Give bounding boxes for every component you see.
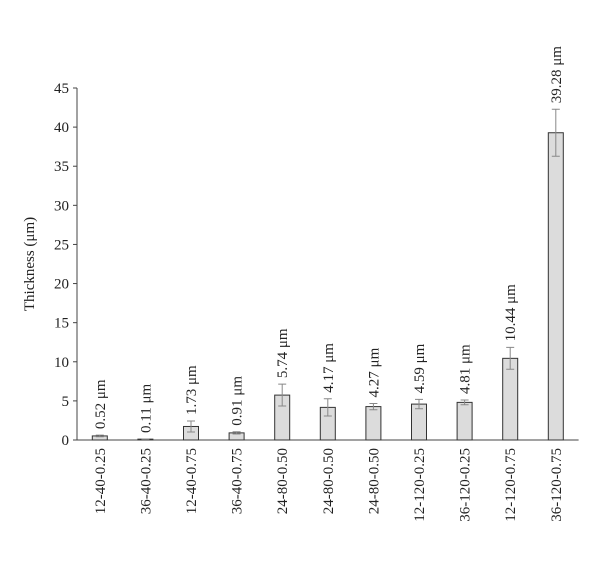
y-tick-label: 0 — [62, 433, 70, 449]
value-label: 4.17 μm — [321, 343, 337, 393]
x-tick-label: 12-120-0.75 — [503, 448, 519, 522]
error-bar — [460, 399, 469, 406]
error-bar — [323, 398, 332, 417]
y-axis-label: Thickness (μm) — [22, 217, 38, 311]
y-tick-label: 5 — [62, 394, 70, 410]
error-bar — [506, 346, 515, 370]
x-tick-label: 24-80-0.50 — [366, 448, 382, 514]
error-bar — [551, 108, 560, 157]
value-label: 4.27 μm — [366, 347, 382, 397]
value-label: 4.81 μm — [458, 344, 474, 394]
x-tick-label: 36-40-0.75 — [230, 448, 246, 514]
error-bar — [232, 431, 241, 435]
x-tick-label: 12-40-0.75 — [184, 448, 200, 514]
error-bar — [369, 402, 378, 411]
x-tick-label: 36-120-0.75 — [549, 448, 565, 522]
x-tick-label: 24-80-0.50 — [321, 448, 337, 514]
y-tick-label: 40 — [54, 120, 69, 136]
value-label: 4.59 μm — [412, 343, 428, 393]
y-tick-label: 20 — [54, 277, 69, 293]
value-label: 39.28 μm — [549, 46, 565, 104]
y-tick-label: 25 — [54, 237, 69, 253]
bar — [547, 132, 564, 441]
value-label: 0.52 μm — [93, 379, 109, 429]
y-tick-label: 30 — [54, 198, 69, 214]
y-tick-label: 10 — [54, 355, 69, 371]
x-tick-label: 36-40-0.25 — [138, 448, 154, 514]
bar — [365, 406, 382, 441]
value-label: 1.73 μm — [184, 365, 200, 415]
error-bar — [415, 398, 423, 410]
bar — [456, 401, 473, 441]
y-tick-label: 15 — [54, 316, 69, 332]
value-label: 10.44 μm — [503, 284, 519, 342]
x-tick-label: 12-40-0.25 — [93, 448, 109, 514]
y-tick-label: 35 — [54, 159, 69, 175]
y-tick-label: 45 — [54, 81, 69, 97]
value-label: 0.91 μm — [230, 376, 246, 426]
value-label: 5.74 μm — [275, 328, 291, 378]
x-tick-label: 24-80-0.50 — [275, 448, 291, 514]
error-bar — [278, 383, 287, 407]
value-label: 0.11 μm — [138, 383, 154, 432]
x-tick-label: 12-120-0.25 — [412, 448, 428, 522]
bar — [411, 403, 427, 441]
bar — [502, 357, 519, 441]
error-bar — [95, 434, 104, 438]
error-bar — [187, 420, 195, 433]
x-tick-label: 36-120-0.25 — [458, 448, 474, 522]
